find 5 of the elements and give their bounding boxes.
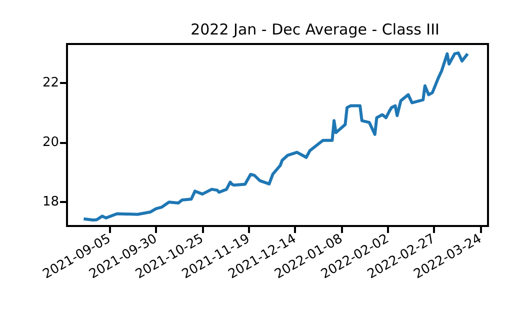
y-tick-label: 20 (42, 134, 59, 150)
y-tick-label: 18 (42, 194, 59, 210)
y-tick-label: 22 (42, 75, 59, 90)
chart-title: 2022 Jan - Dec Average - Class III (190, 20, 440, 38)
line-series (82, 51, 470, 222)
